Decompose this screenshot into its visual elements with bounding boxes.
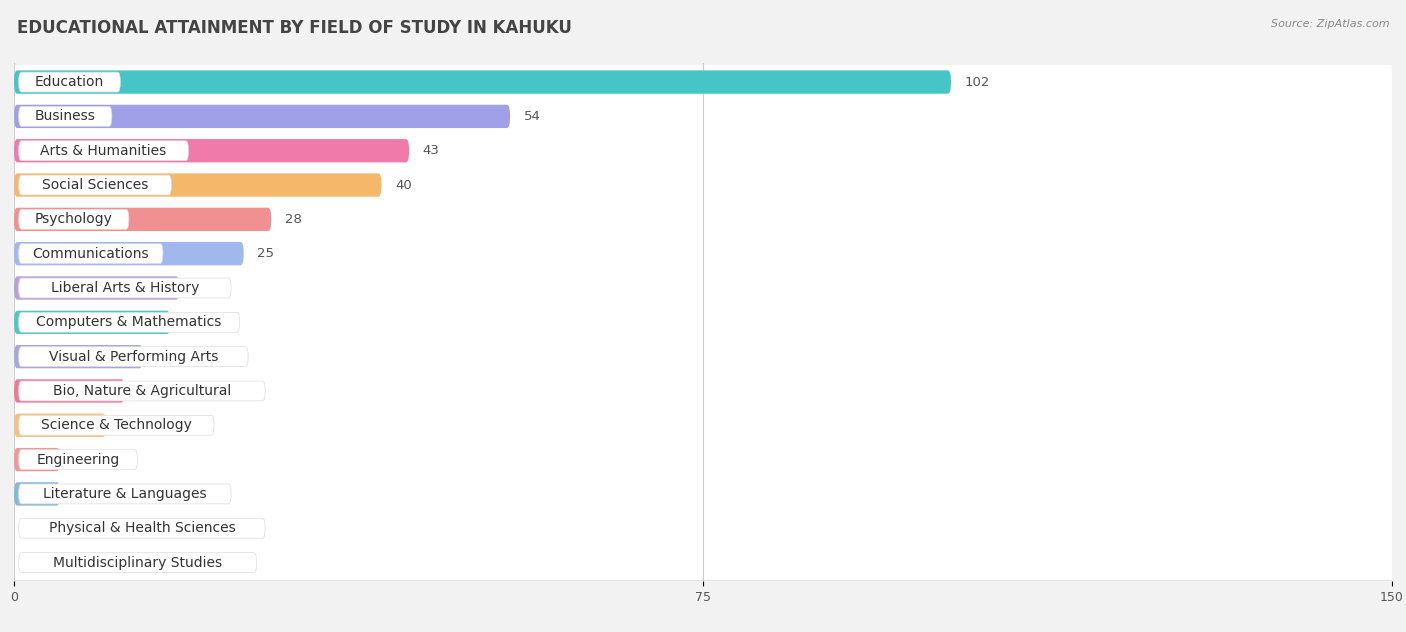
Text: 10: 10 — [120, 419, 136, 432]
FancyBboxPatch shape — [18, 552, 257, 573]
FancyBboxPatch shape — [18, 209, 129, 229]
FancyBboxPatch shape — [14, 65, 1392, 99]
FancyBboxPatch shape — [14, 236, 1392, 271]
Text: Liberal Arts & History: Liberal Arts & History — [51, 281, 200, 295]
FancyBboxPatch shape — [14, 511, 1392, 545]
FancyBboxPatch shape — [14, 442, 1392, 477]
FancyBboxPatch shape — [14, 70, 950, 94]
Text: Science & Technology: Science & Technology — [41, 418, 191, 432]
Text: Literature & Languages: Literature & Languages — [44, 487, 207, 501]
Text: Multidisciplinary Studies: Multidisciplinary Studies — [53, 556, 222, 569]
Text: 28: 28 — [285, 213, 302, 226]
FancyBboxPatch shape — [18, 72, 121, 92]
Text: 14: 14 — [156, 350, 173, 363]
FancyBboxPatch shape — [14, 133, 1392, 168]
Text: 5: 5 — [73, 487, 83, 501]
FancyBboxPatch shape — [18, 450, 138, 470]
FancyBboxPatch shape — [14, 379, 124, 403]
FancyBboxPatch shape — [18, 518, 266, 538]
FancyBboxPatch shape — [14, 276, 180, 300]
FancyBboxPatch shape — [14, 477, 1392, 511]
FancyBboxPatch shape — [14, 105, 510, 128]
FancyBboxPatch shape — [18, 278, 231, 298]
Text: 5: 5 — [73, 453, 83, 466]
FancyBboxPatch shape — [14, 482, 60, 506]
Text: 12: 12 — [138, 384, 155, 398]
FancyBboxPatch shape — [14, 311, 170, 334]
FancyBboxPatch shape — [14, 208, 271, 231]
FancyBboxPatch shape — [14, 545, 1392, 580]
Text: 43: 43 — [423, 144, 440, 157]
FancyBboxPatch shape — [14, 139, 409, 162]
FancyBboxPatch shape — [14, 413, 105, 437]
Text: Business: Business — [35, 109, 96, 123]
Text: 0: 0 — [28, 556, 37, 569]
Text: 17: 17 — [184, 316, 201, 329]
Text: Social Sciences: Social Sciences — [42, 178, 148, 192]
FancyBboxPatch shape — [18, 106, 112, 126]
FancyBboxPatch shape — [14, 339, 1392, 374]
FancyBboxPatch shape — [14, 374, 1392, 408]
Text: 25: 25 — [257, 247, 274, 260]
FancyBboxPatch shape — [14, 242, 243, 265]
FancyBboxPatch shape — [18, 415, 214, 435]
Text: Engineering: Engineering — [37, 453, 120, 466]
Text: 18: 18 — [193, 281, 209, 295]
Text: Computers & Mathematics: Computers & Mathematics — [37, 315, 222, 329]
FancyBboxPatch shape — [14, 271, 1392, 305]
FancyBboxPatch shape — [14, 345, 142, 368]
FancyBboxPatch shape — [14, 168, 1392, 202]
Text: 40: 40 — [395, 178, 412, 191]
FancyBboxPatch shape — [14, 173, 381, 197]
Text: Visual & Performing Arts: Visual & Performing Arts — [49, 349, 218, 363]
Text: Source: ZipAtlas.com: Source: ZipAtlas.com — [1271, 19, 1389, 29]
Text: 102: 102 — [965, 76, 990, 88]
FancyBboxPatch shape — [18, 484, 231, 504]
Text: Communications: Communications — [32, 246, 149, 260]
FancyBboxPatch shape — [18, 244, 163, 264]
FancyBboxPatch shape — [14, 448, 60, 471]
FancyBboxPatch shape — [14, 202, 1392, 236]
Text: Physical & Health Sciences: Physical & Health Sciences — [49, 521, 235, 535]
FancyBboxPatch shape — [14, 99, 1392, 133]
FancyBboxPatch shape — [18, 347, 247, 367]
FancyBboxPatch shape — [18, 381, 266, 401]
Text: Education: Education — [35, 75, 104, 89]
Text: Psychology: Psychology — [35, 212, 112, 226]
FancyBboxPatch shape — [18, 312, 239, 332]
FancyBboxPatch shape — [14, 408, 1392, 442]
Text: Arts & Humanities: Arts & Humanities — [41, 143, 167, 158]
Text: EDUCATIONAL ATTAINMENT BY FIELD OF STUDY IN KAHUKU: EDUCATIONAL ATTAINMENT BY FIELD OF STUDY… — [17, 19, 572, 37]
Text: 54: 54 — [524, 110, 541, 123]
FancyBboxPatch shape — [18, 175, 172, 195]
Text: Bio, Nature & Agricultural: Bio, Nature & Agricultural — [53, 384, 231, 398]
FancyBboxPatch shape — [14, 305, 1392, 339]
FancyBboxPatch shape — [18, 141, 188, 161]
Text: 0: 0 — [28, 522, 37, 535]
